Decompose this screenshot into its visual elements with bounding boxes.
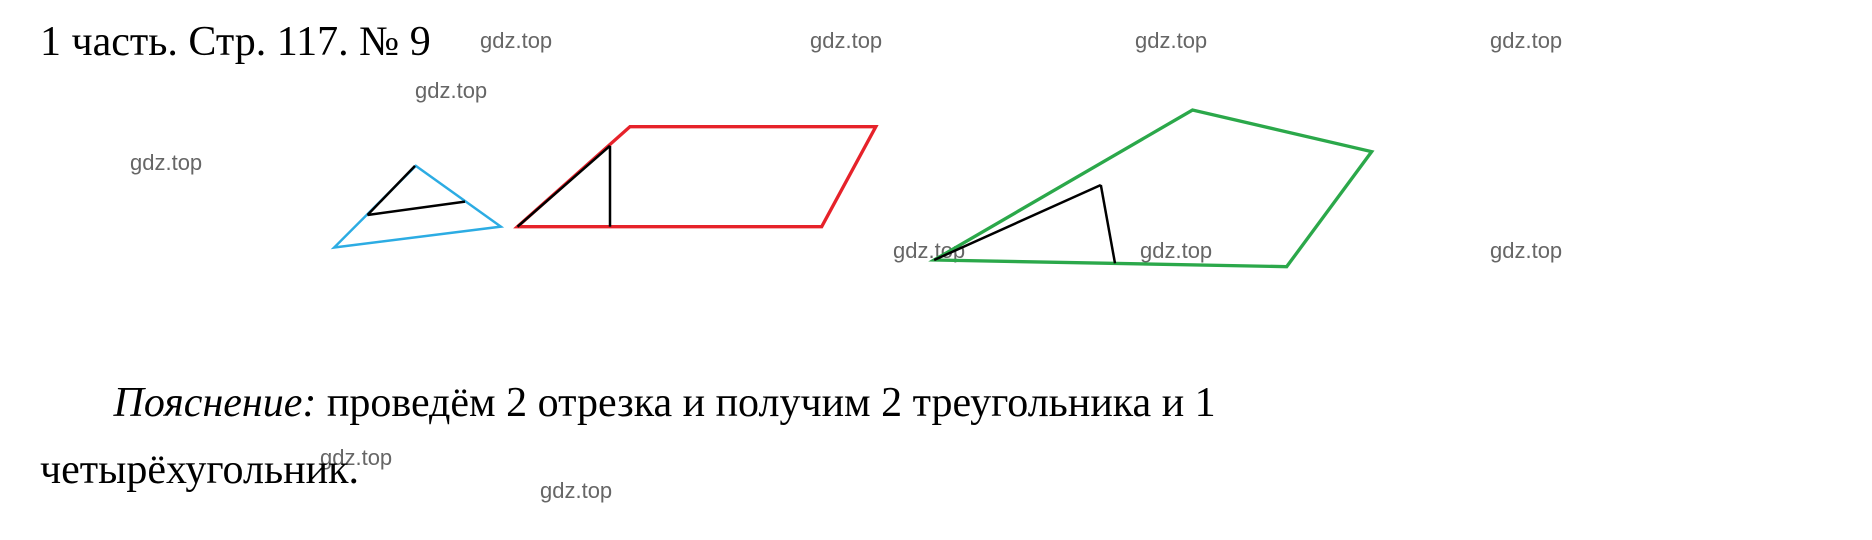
explanation-part1: проведём 2 отрезка и получим 2 треугольн… [316,380,1215,426]
watermark: gdz.top [1490,28,1562,54]
page-title: 1 часть. Стр. 117. № 9 [40,18,431,66]
quad-green [934,110,1371,267]
explanation-text: Пояснение: проведём 2 отрезка и получим … [40,370,1832,504]
triangle-blue-inner-1 [368,166,416,215]
explanation-label: Пояснение: [114,380,317,426]
quad-red [518,127,876,227]
indent [40,380,114,426]
quad-red-inner-1 [518,146,611,227]
triangle-blue [334,166,501,248]
explanation-part2: четырёхугольник. [40,447,359,493]
shapes-diagram [80,60,1780,310]
quad-green-inner-2 [1101,185,1115,263]
watermark: gdz.top [810,28,882,54]
quad-green-inner-1 [934,185,1101,260]
triangle-blue-inner-2 [368,202,466,215]
watermark: gdz.top [480,28,552,54]
watermark: gdz.top [1135,28,1207,54]
